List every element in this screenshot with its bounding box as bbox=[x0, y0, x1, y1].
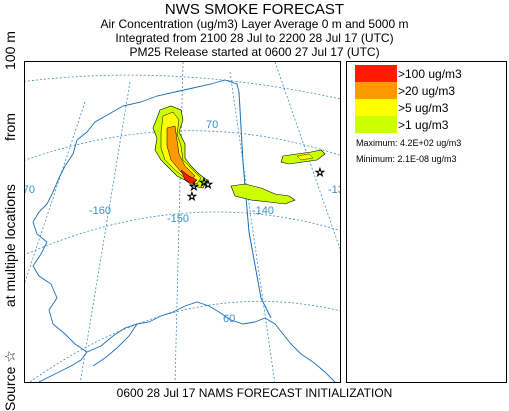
meridian-170 bbox=[25, 101, 86, 284]
plume-100ug bbox=[180, 169, 198, 185]
plume-20ug bbox=[166, 125, 196, 181]
legend-label-100: >100 ug/m3 bbox=[398, 66, 462, 81]
legend-label-1: >1 ug/m3 bbox=[398, 117, 449, 132]
release-start: PM25 Release started at 0600 27 Jul 17 (… bbox=[129, 45, 380, 59]
legend-maximum: Maximum: 4.2E+02 ug/m3 bbox=[356, 138, 462, 148]
legend-swatch-1 bbox=[355, 116, 397, 133]
forecast-title: NWS SMOKE FORECAST bbox=[164, 1, 345, 18]
source-markers: ☆ ☆ ☆ ☆ ☆ bbox=[187, 167, 326, 204]
height-label: 100 m bbox=[2, 31, 18, 70]
legend-item-100: >100 ug/m3 bbox=[355, 65, 462, 82]
meridian-160 bbox=[79, 81, 131, 382]
source-star-icon: ☆ bbox=[315, 167, 325, 179]
lon-label-130: -130 bbox=[328, 184, 341, 196]
lon-label-150: -150 bbox=[167, 213, 189, 225]
lat-label-60: 60 bbox=[223, 313, 235, 325]
north-coast bbox=[76, 79, 240, 141]
legend-swatch-20 bbox=[355, 82, 397, 99]
legend-panel: >100 ug/m3 >20 ug/m3 >5 ug/m3 >1 ug/m3 M… bbox=[346, 61, 507, 383]
graticule bbox=[25, 62, 340, 382]
source-label: Source ☆ bbox=[1, 350, 18, 411]
source-star-icon: ☆ bbox=[203, 179, 213, 191]
lon-label-170: -170 bbox=[25, 184, 35, 196]
source-info-vertical: Source ☆ at multiple locations from 100 … bbox=[0, 31, 20, 411]
parallel-75 bbox=[25, 74, 340, 100]
locations-label: at multiple locations bbox=[2, 184, 18, 308]
coastline bbox=[32, 79, 336, 382]
source-star-icon: ☆ bbox=[189, 181, 199, 193]
canada-border bbox=[238, 91, 272, 319]
legend-label-5: >5 ug/m3 bbox=[398, 100, 449, 115]
west-coast bbox=[32, 139, 336, 382]
legend-item-20: >20 ug/m3 bbox=[355, 82, 455, 99]
legend-item-5: >5 ug/m3 bbox=[355, 99, 448, 116]
concentration-subtitle: Air Concentration (ug/m3) Layer Average … bbox=[100, 17, 409, 31]
lon-label-140: -140 bbox=[252, 205, 274, 217]
forecast-initialization: 0600 28 Jul 17 NAMS FORECAST INITIALIZAT… bbox=[116, 386, 393, 400]
smoke-plume-east bbox=[230, 149, 326, 205]
from-label: from bbox=[2, 113, 18, 142]
legend-swatch-5 bbox=[355, 99, 397, 116]
source-star-icon: ☆ bbox=[187, 191, 197, 203]
meridian-140 bbox=[229, 71, 276, 382]
lon-label-160: -160 bbox=[89, 205, 111, 217]
legend-swatch-100 bbox=[355, 65, 397, 82]
legend-item-1: >1 ug/m3 bbox=[355, 116, 448, 133]
map-canvas: -170 -160 -150 -140 -130 70 60 ☆ ☆ ☆ ☆ ☆ bbox=[25, 62, 341, 382]
peninsula bbox=[92, 323, 138, 367]
plume-yukon bbox=[230, 183, 296, 205]
parallel-70 bbox=[25, 130, 340, 161]
lat-label-70: 70 bbox=[206, 119, 218, 131]
integration-period: Integrated from 2100 28 Jul to 2200 28 J… bbox=[115, 31, 394, 45]
legend-label-20: >20 ug/m3 bbox=[398, 83, 456, 98]
meridian-130 bbox=[274, 62, 340, 251]
plume-northeast-core bbox=[296, 153, 314, 161]
legend-minimum: Minimum: 2.1E-08 ug/m3 bbox=[356, 154, 457, 164]
smoke-plume-main bbox=[152, 105, 208, 189]
source-star-icon: ☆ bbox=[199, 177, 209, 189]
aleutian-chain bbox=[37, 351, 88, 382]
parallel-60 bbox=[29, 300, 340, 382]
smoke-map: -170 -160 -150 -140 -130 70 60 ☆ ☆ ☆ ☆ ☆ bbox=[24, 61, 341, 383]
